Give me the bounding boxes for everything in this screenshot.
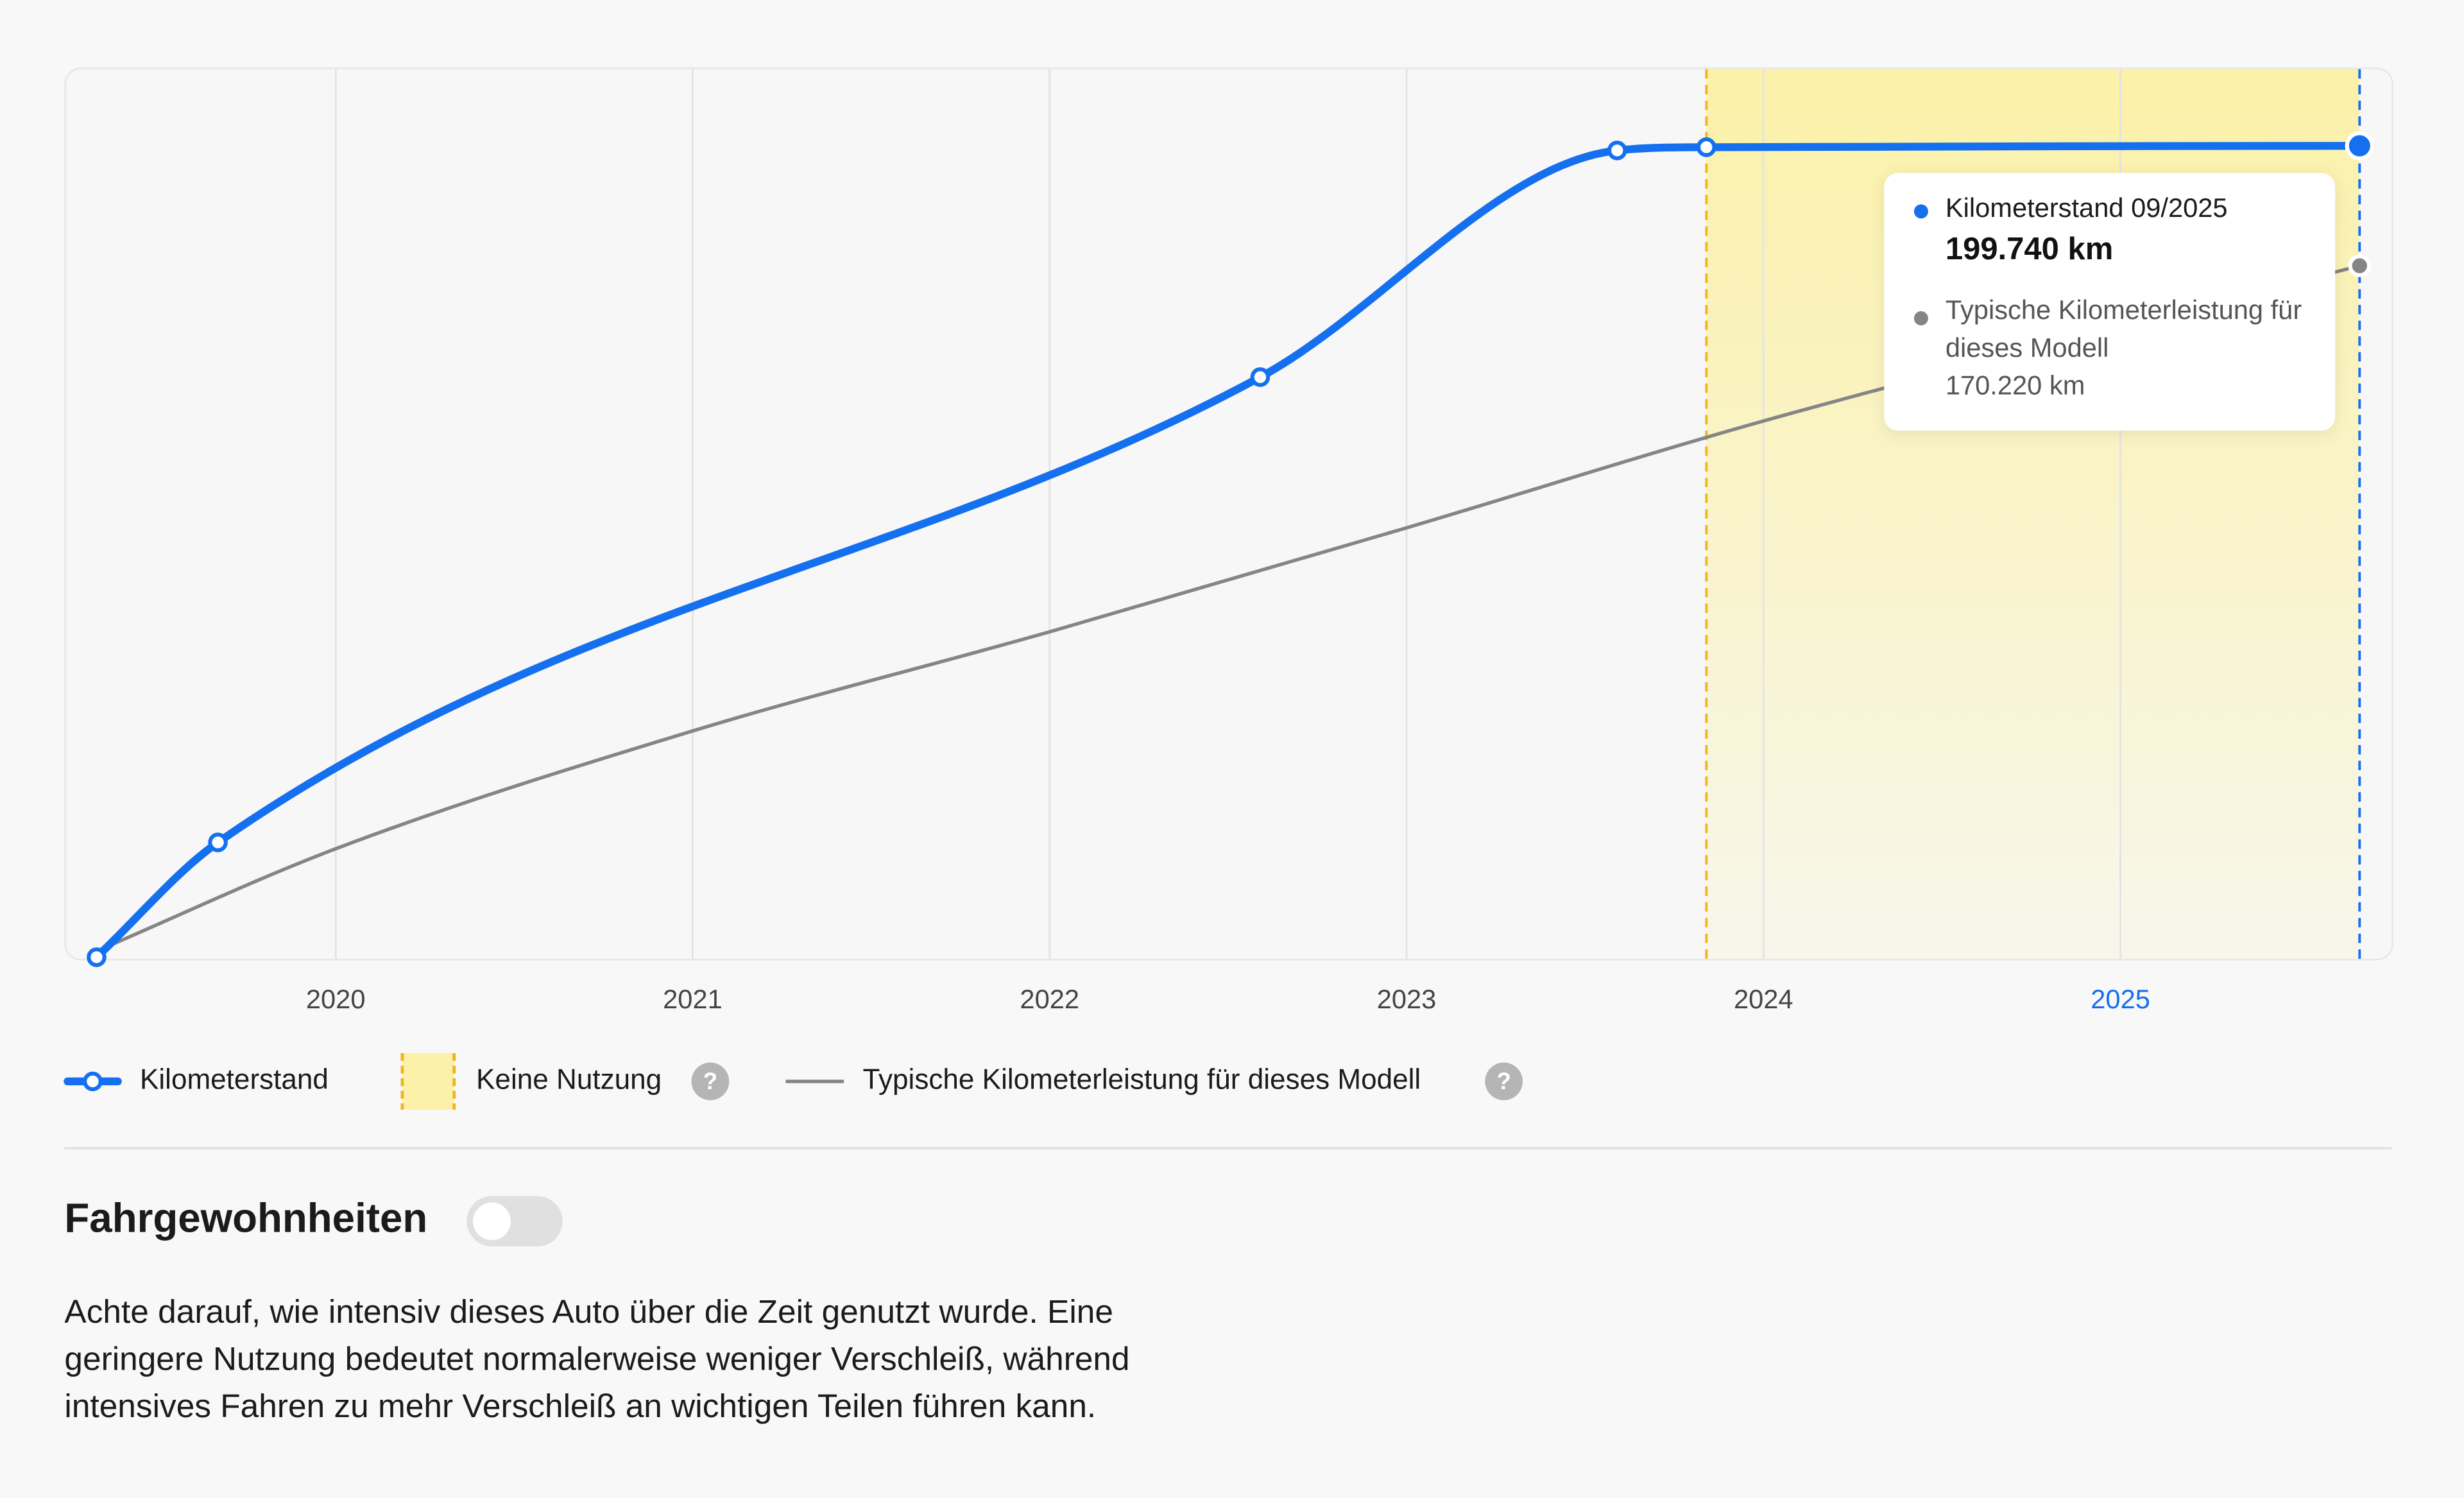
point <box>1607 141 1627 160</box>
tooltip-dot <box>1913 204 1928 219</box>
toggle-knob[interactable] <box>473 1202 511 1241</box>
section-title: Fahrgewohnheiten <box>64 1196 427 1241</box>
tooltip-series-name: Typische Kilometerleistung für dieses Mo… <box>1945 295 2302 363</box>
help-icon-label: ? <box>1496 1068 1510 1094</box>
help-icon-label: ? <box>703 1068 717 1094</box>
legend-label: Kilometerstand <box>140 1064 329 1096</box>
section-line: geringere Nutzung bedeutet normalerweise… <box>64 1339 1129 1377</box>
tooltip-dot <box>1913 311 1928 325</box>
legend-label: Keine Nutzung <box>476 1064 662 1096</box>
x-tick-label: 2023 <box>1377 984 1437 1014</box>
x-tick-label: 2020 <box>306 984 366 1014</box>
section-text: Achte darauf, wie intensiv dieses Auto ü… <box>64 1293 1129 1424</box>
x-tick-label: 2024 <box>1734 984 1793 1014</box>
legend-label: Typische Kilometerleistung für dieses Mo… <box>862 1064 1421 1096</box>
tooltip-value: 199.740 km <box>1945 232 2114 268</box>
x-tick-label: 2025 <box>2091 984 2150 1014</box>
x-tick-label: 2022 <box>1020 984 1079 1014</box>
section-line: Achte darauf, wie intensiv dieses Auto ü… <box>64 1293 1113 1330</box>
point <box>2345 131 2374 160</box>
help-icon <box>691 1062 730 1101</box>
point <box>2348 254 2372 277</box>
series-line <box>92 142 2364 961</box>
point <box>87 947 107 967</box>
legend-marker <box>83 1071 103 1092</box>
section-line: intensives Fahren zu mehr Verschleiß an … <box>64 1387 1096 1424</box>
legend-band <box>402 1053 454 1110</box>
series-line <box>94 264 2361 953</box>
point <box>208 832 228 852</box>
point <box>1250 367 1270 387</box>
tooltip-title: Kilometerstand 09/2025 <box>1945 193 2228 223</box>
x-tick-label: 2021 <box>663 984 723 1014</box>
tooltip-series-value: 170.220 km <box>1945 370 2085 401</box>
tooltip: Kilometerstand 09/2025 199.740 km Typisc… <box>1884 173 2336 431</box>
point <box>1696 137 1716 157</box>
help-icon <box>1485 1062 1523 1101</box>
